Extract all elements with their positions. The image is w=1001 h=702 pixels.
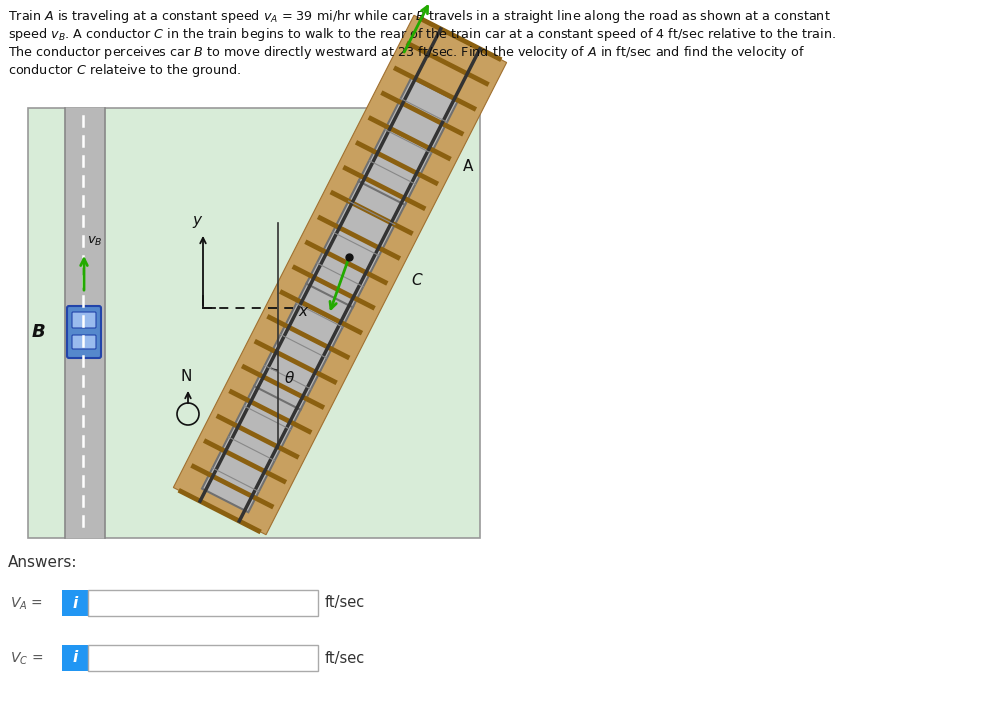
FancyBboxPatch shape	[67, 306, 101, 358]
Polygon shape	[202, 385, 301, 512]
Bar	[65, 108, 105, 538]
Text: conductor $C$ relateive to the ground.: conductor $C$ relateive to the ground.	[8, 62, 241, 79]
Text: x: x	[298, 305, 307, 319]
Text: A: A	[462, 159, 472, 174]
Text: i: i	[72, 595, 78, 611]
Text: ft/sec: ft/sec	[325, 595, 365, 611]
Text: Answers:: Answers:	[8, 555, 77, 570]
Bar	[28, 108, 480, 538]
Text: $v_B$: $v_B$	[87, 235, 103, 248]
Text: $V_C$ =: $V_C$ =	[10, 651, 43, 667]
Text: y: y	[192, 213, 201, 228]
Text: Train $A$ is traveling at a constant speed $v_A$ = 39 mi/hr while car $B$ travel: Train $A$ is traveling at a constant spe…	[8, 8, 831, 25]
FancyBboxPatch shape	[72, 335, 96, 349]
Text: ft/sec: ft/sec	[325, 651, 365, 665]
Polygon shape	[358, 78, 457, 205]
Text: B: B	[32, 323, 46, 341]
Polygon shape	[254, 283, 353, 410]
Text: The conductor perceives car $B$ to move directly westward at 23 ft/sec. Find the: The conductor perceives car $B$ to move …	[8, 44, 805, 61]
Text: $\theta$: $\theta$	[284, 370, 295, 386]
Text: C: C	[411, 273, 422, 289]
Text: N: N	[181, 369, 192, 384]
Bar	[62, 645, 88, 671]
Polygon shape	[173, 15, 507, 535]
Text: $V_A$ =: $V_A$ =	[10, 596, 43, 612]
FancyBboxPatch shape	[72, 312, 96, 328]
Text: speed $v_B$. A conductor $C$ in the train begins to walk to the rear of the trai: speed $v_B$. A conductor $C$ in the trai…	[8, 26, 836, 43]
Text: i: i	[72, 651, 78, 665]
Polygon shape	[306, 180, 405, 307]
Bar	[88, 645, 318, 671]
Bar	[88, 590, 318, 616]
Bar	[62, 590, 88, 616]
